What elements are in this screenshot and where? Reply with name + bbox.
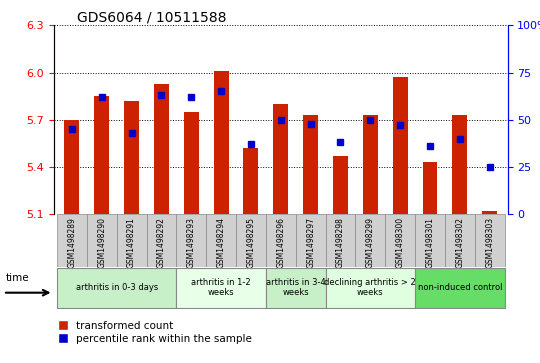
FancyBboxPatch shape <box>146 214 177 267</box>
Bar <box>94 96 109 214</box>
Bar <box>64 120 79 214</box>
FancyBboxPatch shape <box>57 268 177 308</box>
FancyBboxPatch shape <box>326 268 415 308</box>
Bar <box>214 71 228 214</box>
FancyBboxPatch shape <box>87 214 117 267</box>
Text: GSM1498301: GSM1498301 <box>426 217 435 268</box>
Text: GSM1498292: GSM1498292 <box>157 217 166 268</box>
Bar <box>154 83 169 214</box>
FancyBboxPatch shape <box>296 214 326 267</box>
FancyBboxPatch shape <box>415 268 504 308</box>
Bar <box>453 115 467 214</box>
Text: GSM1498298: GSM1498298 <box>336 217 345 268</box>
Text: arthritis in 3-4
weeks: arthritis in 3-4 weeks <box>266 278 326 297</box>
Text: GSM1498290: GSM1498290 <box>97 217 106 268</box>
Bar <box>393 77 408 214</box>
Text: GSM1498297: GSM1498297 <box>306 217 315 268</box>
Text: time: time <box>6 273 30 284</box>
Bar <box>244 148 259 214</box>
Bar <box>303 115 318 214</box>
Text: arthritis in 1-2
weeks: arthritis in 1-2 weeks <box>191 278 251 297</box>
Text: GSM1498289: GSM1498289 <box>68 217 76 268</box>
Text: declining arthritis > 2
weeks: declining arthritis > 2 weeks <box>325 278 416 297</box>
FancyBboxPatch shape <box>385 214 415 267</box>
Bar <box>273 104 288 214</box>
FancyBboxPatch shape <box>236 214 266 267</box>
Text: GSM1498291: GSM1498291 <box>127 217 136 268</box>
FancyBboxPatch shape <box>415 214 445 267</box>
Text: GSM1498302: GSM1498302 <box>455 217 464 268</box>
Text: GSM1498294: GSM1498294 <box>217 217 226 268</box>
Text: GSM1498299: GSM1498299 <box>366 217 375 268</box>
FancyBboxPatch shape <box>326 214 355 267</box>
FancyBboxPatch shape <box>445 214 475 267</box>
FancyBboxPatch shape <box>266 268 326 308</box>
FancyBboxPatch shape <box>177 214 206 267</box>
FancyBboxPatch shape <box>475 214 504 267</box>
Text: GSM1498296: GSM1498296 <box>276 217 285 268</box>
Legend: transformed count, percentile rank within the sample: transformed count, percentile rank withi… <box>59 321 252 344</box>
Text: GSM1498300: GSM1498300 <box>396 217 404 268</box>
Text: arthritis in 0-3 days: arthritis in 0-3 days <box>76 283 158 292</box>
Bar <box>333 156 348 214</box>
Bar <box>482 211 497 214</box>
FancyBboxPatch shape <box>57 214 87 267</box>
Bar <box>422 162 437 214</box>
FancyBboxPatch shape <box>117 214 146 267</box>
FancyBboxPatch shape <box>206 214 236 267</box>
Bar <box>184 112 199 214</box>
Bar <box>124 101 139 214</box>
Bar <box>363 115 378 214</box>
Text: non-induced control: non-induced control <box>417 283 502 292</box>
Text: GDS6064 / 10511588: GDS6064 / 10511588 <box>77 10 226 24</box>
Text: GSM1498303: GSM1498303 <box>485 217 494 268</box>
FancyBboxPatch shape <box>355 214 385 267</box>
Text: GSM1498295: GSM1498295 <box>246 217 255 268</box>
FancyBboxPatch shape <box>177 268 266 308</box>
Text: GSM1498293: GSM1498293 <box>187 217 196 268</box>
FancyBboxPatch shape <box>266 214 296 267</box>
